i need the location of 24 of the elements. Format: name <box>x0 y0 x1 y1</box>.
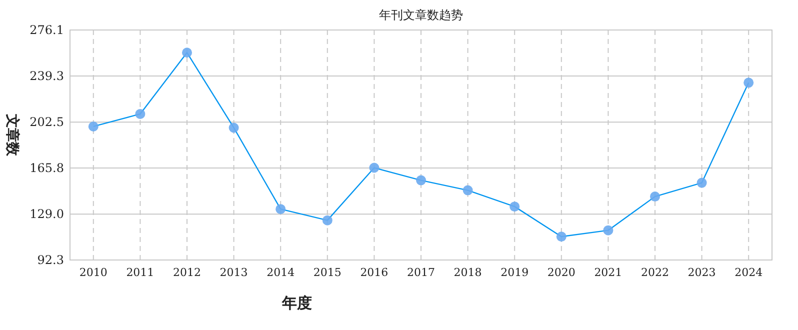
x-tick-label: 2020 <box>547 266 576 279</box>
y-tick-label: 165.8 <box>30 161 64 176</box>
x-tick-label: 2014 <box>266 266 295 279</box>
y-tick-label: 239.3 <box>30 69 64 84</box>
x-tick-label: 2010 <box>79 266 108 279</box>
y-tick-label: 276.1 <box>30 23 64 37</box>
y-tick-label: 129.0 <box>30 207 64 222</box>
x-tick-label: 2015 <box>313 266 342 279</box>
x-tick-label: 2018 <box>454 266 482 279</box>
x-tick-label: 2022 <box>641 266 669 279</box>
x-tick-label: 2019 <box>500 266 529 279</box>
chart-title: 年刊文章数趋势 <box>379 8 463 22</box>
y-axis-title: 文章数 <box>4 113 21 157</box>
x-tick-label: 2017 <box>407 266 435 279</box>
x-tick-label: 2024 <box>734 266 763 279</box>
y-tick-label: 92.3 <box>37 253 64 267</box>
x-tick-label: 2011 <box>126 266 154 279</box>
x-tick-label: 2012 <box>173 266 201 279</box>
x-tick-label: 2021 <box>594 266 622 279</box>
x-axis-title: 年度 <box>281 294 312 312</box>
x-tick-label: 2016 <box>360 266 388 279</box>
y-tick-label: 202.5 <box>30 115 64 130</box>
x-tick-label: 2023 <box>688 266 716 279</box>
x-tick-label: 2013 <box>220 266 248 279</box>
